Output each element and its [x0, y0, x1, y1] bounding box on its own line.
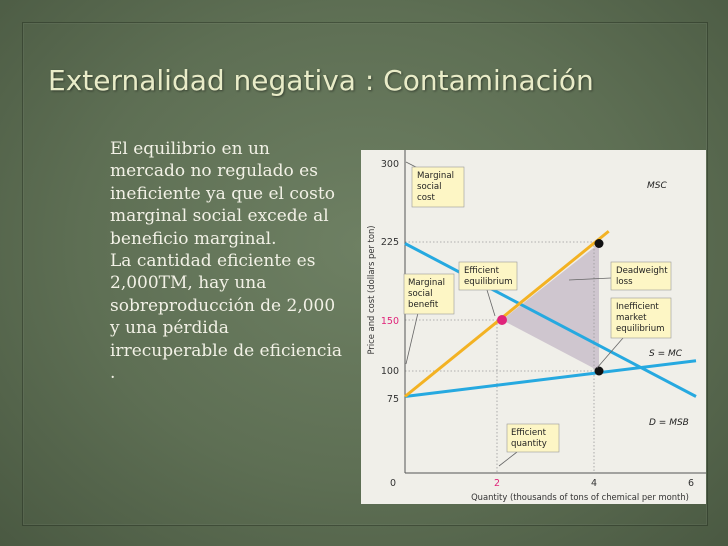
callout-dwl-line-1: Deadweight [616, 266, 668, 276]
callout-eq-line-1: Efficient [511, 428, 547, 438]
efficient-equilibrium-point [497, 315, 507, 325]
paragraph-overproduction: 2,000TM, hay una sobreproducción de 2,00… [110, 273, 343, 384]
deadweight-loss-area [502, 243, 599, 371]
y-tick-225: 225 [381, 237, 399, 248]
paragraph-equilibrium: El equilibrio en un mercado no regulado … [110, 139, 335, 249]
callout-inefficient-market-equilibrium: Inefficient market equilibrium [596, 297, 672, 369]
callout-deadweight-loss: Deadweight loss [568, 261, 672, 291]
x-axis-label: Quantity (thousands of tons of chemical … [471, 492, 689, 502]
y-tick-100: 100 [381, 366, 399, 377]
slide-body-text: El equilibrio en un mercado no regulado … [110, 138, 350, 384]
callout-msc-line-3: cost [417, 193, 435, 203]
y-tick-150: 150 [381, 316, 399, 327]
callout-dwl-line-2: loss [616, 277, 633, 287]
x-tick-4: 4 [591, 478, 597, 489]
callout-msb-line-3: benefit [408, 300, 439, 310]
demand-line [404, 242, 697, 398]
callout-eq-line-2: quantity [511, 439, 547, 449]
callout-efficient-eq-line-2: equilibrium [464, 277, 513, 287]
market-equilibrium-point [594, 366, 604, 376]
callout-efficient-quantity: Efficient quantity [498, 423, 560, 467]
callout-marginal-social-cost: Marginal social cost [405, 161, 465, 208]
paragraph-efficient-quantity: La cantidad eficiente es [110, 251, 316, 272]
slide-frame [22, 22, 708, 526]
y-tick-75: 75 [387, 394, 399, 405]
supply-line [404, 359, 697, 398]
slide-title: Externalidad negativa : Contaminación [48, 64, 594, 97]
supply-series-label: S = MC [649, 349, 683, 359]
msc-point [594, 239, 604, 248]
x-tick-2: 2 [494, 478, 500, 489]
externality-chart: 300 225 150 100 75 0 2 4 6 Quantity (tho… [366, 150, 706, 502]
callout-marginal-social-benefit: Marginal social benefit [403, 273, 455, 365]
x-tick-6: 6 [688, 478, 694, 489]
callout-imeq-line-3: equilibrium [616, 324, 665, 334]
callout-msb-line-2: social [408, 289, 433, 299]
x-tick-0: 0 [390, 478, 396, 489]
callout-msc-line-2: social [417, 182, 442, 192]
callout-imeq-line-2: market [616, 313, 647, 323]
y-axis-label: Price and cost (dollars per ton) [366, 225, 376, 354]
msc-line [404, 230, 610, 398]
callout-efficient-equilibrium: Efficient equilibrium [458, 261, 518, 317]
callout-msb-line-1: Marginal [408, 278, 445, 288]
callout-msc-line-1: Marginal [417, 171, 454, 181]
callout-efficient-eq-line-1: Efficient [464, 266, 500, 276]
callout-imeq-line-1: Inefficient [616, 302, 659, 312]
y-tick-300: 300 [381, 159, 399, 170]
msc-series-label: MSC [647, 181, 667, 191]
demand-series-label: D = MSB [649, 418, 689, 428]
chart-panel: 300 225 150 100 75 0 2 4 6 Quantity (tho… [361, 150, 706, 504]
